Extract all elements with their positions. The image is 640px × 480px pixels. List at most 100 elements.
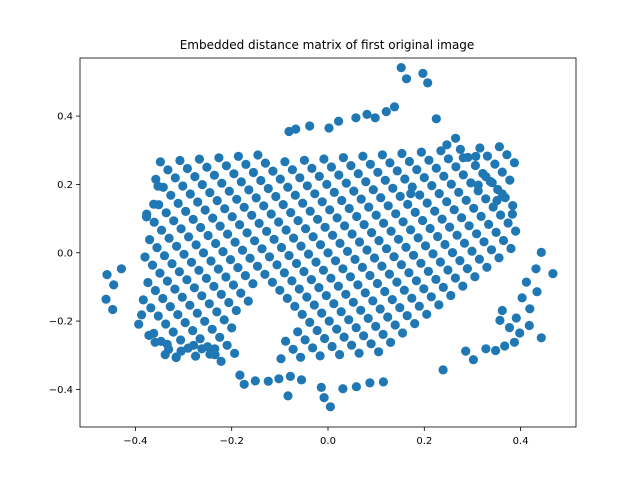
scatter-point [362,109,372,119]
scatter-point [166,190,176,200]
scatter-point [399,285,409,295]
scatter-point [254,218,264,228]
scatter-point [275,285,285,295]
scatter-point [383,312,393,322]
scatter-point [536,333,546,343]
scatter-point [410,207,420,217]
scatter-point [193,197,203,207]
scatter-point [548,269,558,279]
scatter-point [442,197,452,207]
scatter-point [413,233,423,243]
scatter-point [252,261,263,271]
scatter-point [370,113,380,123]
scatter-point [134,319,144,329]
scatter-point [509,158,519,168]
y-tick-label: 0.2 [57,180,73,191]
scatter-point [209,281,219,291]
scatter-point [475,143,485,153]
scatter-point [325,205,335,215]
scatter-point [101,294,111,304]
scatter-point [209,170,219,180]
scatter-point [379,218,389,228]
scatter-point [380,175,390,185]
scatter-point [431,274,441,284]
scatter-point [300,335,310,345]
scatter-point [341,289,351,299]
scatter-point [334,170,344,180]
scatter-point [398,328,408,338]
scatter-point [232,194,242,204]
scatter-point [239,379,249,389]
scatter-point [175,155,185,166]
scatter-point [315,351,325,361]
scatter-point [143,277,153,288]
scatter-point [388,183,398,193]
scatter-point [312,325,322,336]
y-tick-label: 0.4 [57,112,73,123]
scatter-point [260,158,270,168]
scatter-point [361,177,371,187]
scatter-point [433,231,443,242]
scatter-point [284,250,294,261]
scatter-point [378,329,388,339]
scatter-point [215,221,225,231]
scatter-point [494,253,504,263]
scatter-point [293,216,303,226]
scatter-point [158,293,168,304]
scatter-point [197,180,207,190]
scatter-point [455,144,465,154]
scatter-point [333,281,343,291]
scatter-point [164,233,174,243]
scatter-point [285,371,295,381]
scatter-point [160,350,170,360]
scatter-point [157,225,167,235]
scatter-point [140,252,150,262]
scatter-point [144,330,154,340]
scatter-point [532,287,542,297]
scatter-point [278,200,288,210]
scatter-point [211,238,221,249]
scatter-point [377,150,387,160]
scatter-point [281,336,291,346]
scatter-point [230,348,240,358]
scatter-point [462,264,472,274]
scatter-point [241,159,251,169]
scatter-point [194,154,204,164]
scatter-point [445,222,455,232]
scatter-point [170,173,180,183]
scatter-point [407,293,417,303]
scatter-point [420,241,431,251]
scatter-point [437,214,447,224]
scatter-point [339,332,349,342]
scatter-point [283,182,293,192]
scatter-point [332,324,342,334]
scatter-point [352,211,362,222]
scatter-point [307,163,317,173]
scatter-point [108,304,118,315]
scatter-point [179,249,189,259]
scatter-point [401,74,412,84]
scatter-point [351,113,361,123]
scatter-point [180,318,190,328]
scatter-point [173,198,183,208]
y-tick-label: −0.2 [49,317,73,328]
scatter-point [291,258,302,269]
scatter-point [287,165,297,175]
scatter-point [468,355,478,365]
scatter-point [212,196,222,206]
scatter-point [185,189,195,199]
scatter-point [353,169,363,179]
scatter-point [259,201,269,211]
scatter-point [497,305,507,316]
scatter-point [423,78,433,88]
scatter-point [288,344,298,354]
scatter-point [190,172,200,182]
scatter-point [317,308,327,318]
scatter-point [320,222,330,232]
scatter-point [310,189,320,199]
scatter-point [418,68,428,78]
scatter-point [531,264,541,274]
chart-title: Embedded distance matrix of first origin… [180,38,475,52]
x-tick-label: 0.0 [320,436,336,447]
scatter-point [474,254,484,264]
